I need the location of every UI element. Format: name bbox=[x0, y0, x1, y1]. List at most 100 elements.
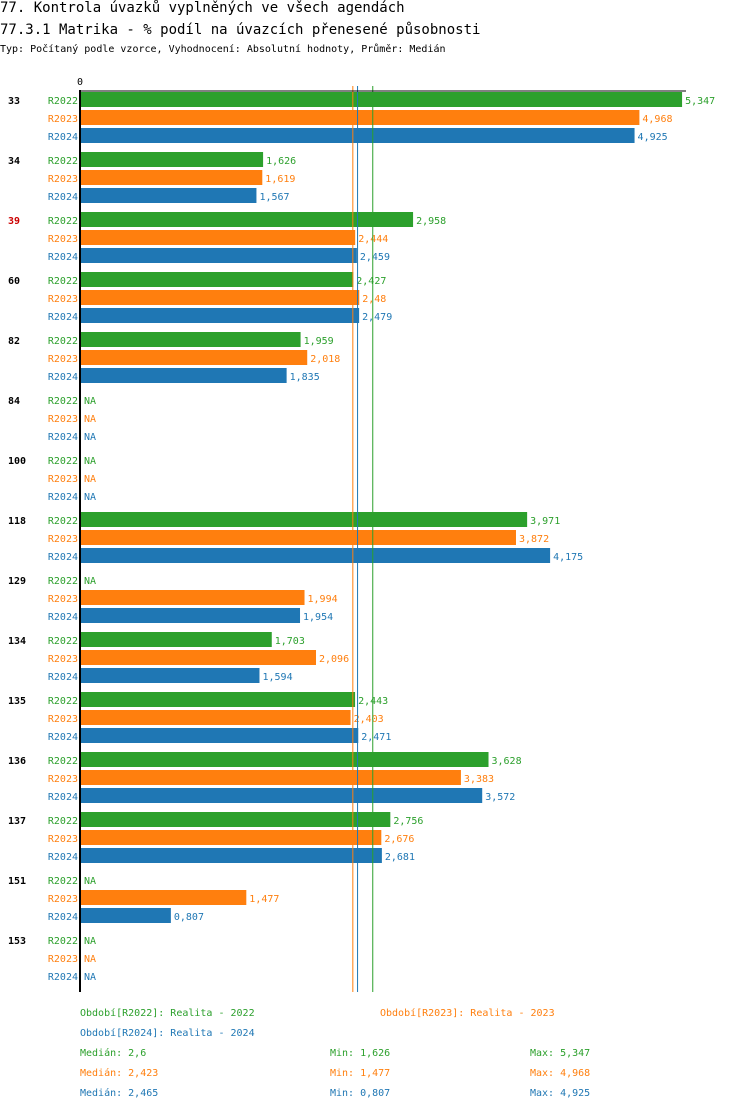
series-label: R2024 bbox=[48, 972, 78, 983]
bar-value-label: 1,567 bbox=[259, 192, 289, 203]
bar bbox=[80, 848, 382, 863]
series-label: R2022 bbox=[48, 336, 78, 347]
stat-max-r2023: Max: 4,968 bbox=[530, 1068, 591, 1079]
category-label: 33 bbox=[8, 96, 20, 107]
series-label: R2024 bbox=[48, 612, 78, 623]
axis-zero-label: 0 bbox=[77, 77, 83, 88]
category-label: 137 bbox=[8, 816, 26, 827]
legend-period-r2024: Období[R2024]: Realita - 2024 bbox=[80, 1028, 255, 1039]
bar bbox=[80, 752, 489, 767]
bar-value-label: 1,619 bbox=[265, 174, 295, 185]
chart-meta: Typ: Počítaný podle vzorce, Vyhodnocení:… bbox=[0, 44, 446, 55]
bar-value-label: 2,018 bbox=[310, 354, 340, 365]
bar-value-label: 2,459 bbox=[360, 252, 390, 263]
bar-value-label: 2,096 bbox=[319, 654, 349, 665]
series-label: R2024 bbox=[48, 552, 78, 563]
bar bbox=[80, 272, 354, 287]
series-label: R2023 bbox=[48, 174, 78, 185]
bar-value-label: 2,681 bbox=[385, 852, 415, 863]
bar bbox=[80, 350, 308, 365]
bar bbox=[80, 308, 360, 323]
bar-value-label: 2,479 bbox=[362, 312, 392, 323]
bar-value-label: 3,383 bbox=[464, 774, 494, 785]
series-label: R2023 bbox=[48, 354, 78, 365]
series-label: R2022 bbox=[48, 276, 78, 287]
series-label: R2024 bbox=[48, 852, 78, 863]
bar-value-label: 2,471 bbox=[361, 732, 391, 743]
series-label: R2022 bbox=[48, 936, 78, 947]
bar bbox=[80, 368, 287, 383]
series-label: R2023 bbox=[48, 114, 78, 125]
series-label: R2024 bbox=[48, 672, 78, 683]
series-label: R2024 bbox=[48, 312, 78, 323]
series-label: R2024 bbox=[48, 912, 78, 923]
series-label: R2022 bbox=[48, 876, 78, 887]
chart-subtitle: 77.3.1 Matrika - % podíl na úvazcích pře… bbox=[0, 22, 481, 38]
category-label: 153 bbox=[8, 936, 26, 947]
category-label: 82 bbox=[8, 336, 20, 347]
bar-value-label: 3,872 bbox=[519, 534, 549, 545]
stat-max-r2024: Max: 4,925 bbox=[530, 1088, 591, 1099]
stat-min-r2024: Min: 0,807 bbox=[330, 1088, 391, 1099]
bar bbox=[80, 650, 317, 665]
series-label: R2023 bbox=[48, 894, 78, 905]
bar bbox=[80, 590, 305, 605]
bar-value-label: 1,959 bbox=[304, 336, 334, 347]
series-label: R2023 bbox=[48, 234, 78, 245]
series-label: R2024 bbox=[48, 252, 78, 263]
bar-value-label: NA bbox=[84, 954, 96, 965]
category-label: 136 bbox=[8, 756, 26, 767]
category-label: 134 bbox=[8, 636, 26, 647]
category-label: 129 bbox=[8, 576, 26, 587]
bar-value-label: NA bbox=[84, 492, 96, 503]
series-label: R2022 bbox=[48, 216, 78, 227]
bar-value-label: 3,971 bbox=[530, 516, 560, 527]
bar-value-label: 2,48 bbox=[362, 294, 386, 305]
stat-max-r2022: Max: 5,347 bbox=[530, 1048, 591, 1059]
category-label: 135 bbox=[8, 696, 26, 707]
bar bbox=[80, 512, 528, 527]
bar-value-label: 2,403 bbox=[354, 714, 384, 725]
bar-value-label: 2,427 bbox=[356, 276, 386, 287]
bar-value-label: 4,175 bbox=[553, 552, 583, 563]
bar bbox=[80, 890, 247, 905]
bar-value-label: NA bbox=[84, 972, 96, 983]
series-label: R2022 bbox=[48, 756, 78, 767]
bar-value-label: NA bbox=[84, 432, 96, 443]
series-label: R2024 bbox=[48, 432, 78, 443]
bar-value-label: NA bbox=[84, 876, 96, 887]
bar-value-label: 1,835 bbox=[290, 372, 320, 383]
bar-value-label: 4,925 bbox=[638, 132, 668, 143]
series-label: R2023 bbox=[48, 294, 78, 305]
bar-value-label: 1,954 bbox=[303, 612, 333, 623]
bar-value-label: 1,477 bbox=[249, 894, 279, 905]
series-label: R2022 bbox=[48, 396, 78, 407]
series-label: R2022 bbox=[48, 456, 78, 467]
series-label: R2024 bbox=[48, 132, 78, 143]
bar bbox=[80, 788, 483, 803]
stat-median-r2023: Medián: 2,423 bbox=[80, 1068, 159, 1079]
stat-median-r2022: Medián: 2,6 bbox=[80, 1048, 147, 1059]
bar bbox=[80, 830, 382, 845]
series-label: R2023 bbox=[48, 714, 78, 725]
bar bbox=[80, 548, 551, 563]
bar bbox=[80, 212, 414, 227]
series-label: R2023 bbox=[48, 954, 78, 965]
bar-chart: 0 33 R2022 5,347 R2023 4,968 R2024 4,925 34 R2022… bbox=[8, 77, 715, 992]
bar-value-label: 3,572 bbox=[485, 792, 515, 803]
series-label: R2023 bbox=[48, 474, 78, 485]
series-label: R2022 bbox=[48, 636, 78, 647]
bar-value-label: 2,958 bbox=[416, 216, 446, 227]
series-label: R2022 bbox=[48, 96, 78, 107]
series-label: R2024 bbox=[48, 792, 78, 803]
chart-title: 77. Kontrola úvazků vyplněných ve všech … bbox=[0, 0, 405, 16]
category-label: 84 bbox=[8, 396, 20, 407]
stat-min-r2023: Min: 1,477 bbox=[330, 1068, 391, 1079]
bar bbox=[80, 170, 263, 185]
category-label: 34 bbox=[8, 156, 20, 167]
series-label: R2023 bbox=[48, 414, 78, 425]
series-label: R2022 bbox=[48, 816, 78, 827]
bar-value-label: 3,628 bbox=[492, 756, 522, 767]
bar bbox=[80, 770, 461, 785]
series-label: R2023 bbox=[48, 654, 78, 665]
